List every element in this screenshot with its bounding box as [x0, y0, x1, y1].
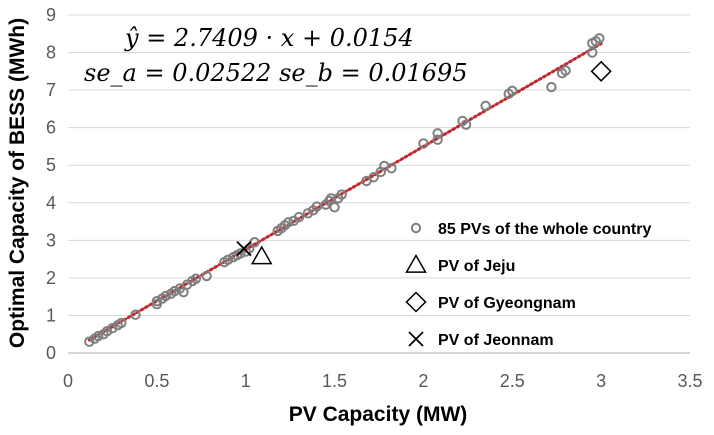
data-point-0-50 [432, 134, 443, 145]
y-axis-title: Optimal Capacity of BESS (MWh) [6, 18, 29, 348]
data-point-1-0 [250, 245, 273, 265]
y-tick-label-0: 0 [46, 343, 56, 363]
y-tick-label-2: 2 [46, 268, 56, 288]
x-tick-label-0: 0 [63, 371, 73, 391]
y-tick-label-6: 6 [46, 118, 56, 138]
data-point-0-53 [460, 119, 472, 130]
y-tick-label-8: 8 [46, 43, 56, 63]
data-point-0-48 [386, 163, 397, 174]
data-point-3-0 [236, 240, 252, 257]
data-point-0-19 [190, 273, 202, 284]
data-point-0-35 [302, 208, 314, 219]
data-point-0-0 [84, 336, 95, 347]
x-tick-label-3: 3 [596, 371, 606, 391]
data-point-0-20 [201, 270, 212, 282]
data-point-0-41 [329, 202, 340, 213]
y-tick-label-1: 1 [46, 305, 56, 325]
y-tick-label-9: 9 [46, 5, 56, 25]
data-point-0-49 [418, 138, 429, 149]
x-tick-label-3.5: 3.5 [677, 371, 702, 391]
data-point-0-10 [151, 295, 163, 307]
y-tick-label-5: 5 [46, 155, 56, 175]
data-point-2-0 [590, 60, 612, 82]
data-point-0-43 [336, 189, 347, 200]
data-point-0-2 [93, 330, 104, 342]
tick-labels: 0 1 2 3 4 5 6 7 8 9 0 0.5 1 1.5 2 2.5 3 3.5 [46, 5, 703, 391]
x-tick-label-2: 2 [418, 371, 428, 391]
data-point-0-59 [560, 65, 571, 76]
data-point-0-7 [116, 317, 127, 329]
legend-marker-3 [408, 331, 424, 347]
legend-marker-2 [405, 291, 427, 313]
legend-marker-1 [405, 253, 427, 273]
y-tick-label-3: 3 [46, 230, 56, 250]
data-point-0-56 [507, 85, 518, 97]
data-point-0-25 [235, 248, 246, 259]
legend-label-1: PV of Jeju [438, 258, 515, 275]
data-point-0-54 [480, 100, 491, 112]
data-point-0-34 [293, 211, 305, 223]
legend-label-3: PV of Jeonnam [438, 332, 554, 349]
legend-label-0: 85 PVs of the whole country [438, 221, 651, 238]
data-point-0-40 [325, 193, 337, 204]
data-point-0-63 [594, 33, 605, 44]
data-point-0-32 [283, 217, 294, 228]
data-point-0-8 [130, 309, 141, 320]
x-tick-label-1: 1 [241, 371, 251, 391]
x-tick-label-1.5: 1.5 [322, 371, 347, 391]
x-axis-title: PV Capacity (MW) [289, 403, 468, 426]
legend-marker-0 [410, 222, 422, 234]
data-point-0-12 [160, 290, 171, 302]
x-tick-label-0.5: 0.5 [144, 371, 169, 391]
data-point-0-51 [432, 128, 443, 139]
grid-lines [68, 14, 690, 316]
data-point-0-4 [101, 326, 113, 337]
regression-equation: ŷ = 2.7409 · x + 0.0154 [124, 24, 414, 52]
data-points [84, 33, 612, 347]
y-tick-label-7: 7 [46, 80, 56, 100]
legend-label-2: PV of Gyeongnam [438, 295, 576, 312]
x-tick-label-2.5: 2.5 [500, 371, 525, 391]
legend: 85 PVs of the whole country PV of Jeju PV … [405, 221, 651, 349]
data-point-0-57 [546, 81, 557, 93]
data-point-0-45 [368, 172, 379, 183]
data-point-0-22 [222, 254, 234, 266]
standard-errors: se_a = 0.02522 se_b = 0.01695 [84, 59, 468, 87]
data-point-0-5 [107, 323, 118, 334]
y-tick-label-4: 4 [46, 193, 56, 213]
